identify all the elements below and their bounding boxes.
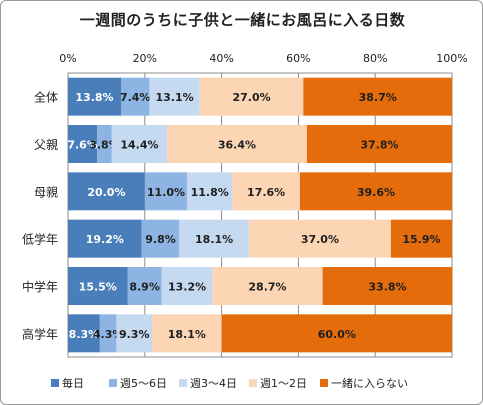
x-tick-label: 0% — [59, 52, 76, 65]
x-tick-label: 40% — [209, 52, 233, 65]
bar-segment — [99, 314, 117, 353]
data-label: 28.7% — [248, 281, 286, 294]
bar-segment — [68, 172, 145, 211]
bar-segment — [68, 125, 98, 163]
data-label: 9.8% — [145, 233, 176, 246]
category-label: 中学年 — [22, 279, 58, 294]
data-label: 8.3% — [69, 328, 100, 341]
data-label: 15.9% — [402, 233, 440, 246]
bar-segment — [187, 172, 233, 211]
legend-swatch — [109, 379, 117, 387]
legend-label: 一緒に入らない — [331, 376, 408, 390]
data-label: 33.8% — [368, 281, 406, 294]
data-label: 4.3% — [93, 328, 124, 341]
data-label: 14.4% — [120, 139, 158, 152]
data-label: 19.2% — [86, 233, 124, 246]
bar-segment — [152, 314, 222, 353]
bar-segment — [179, 219, 249, 258]
data-label: 13.8% — [75, 91, 113, 104]
x-tick-label: 80% — [363, 52, 387, 65]
x-tick-label: 20% — [133, 52, 157, 65]
legend-swatch — [249, 379, 257, 387]
data-label: 20.0% — [87, 186, 125, 199]
bar-segment — [212, 267, 323, 305]
bar-segment — [248, 219, 391, 258]
data-label: 37.8% — [360, 139, 398, 152]
bar-segment — [299, 172, 452, 211]
bar-segment — [390, 219, 452, 258]
data-label: 9.3% — [119, 328, 150, 341]
data-label: 11.8% — [191, 186, 229, 199]
legend-swatch — [320, 379, 328, 387]
chart-title: 一週間のうちに子供と一緒にお風呂に入る日数 — [79, 11, 406, 29]
data-label: 36.4% — [218, 139, 256, 152]
bar-segment — [116, 314, 153, 353]
bar-segment — [149, 77, 200, 116]
bar-segment — [167, 125, 307, 163]
legend-label: 週1～2日 — [260, 377, 307, 390]
bar-segment — [120, 77, 150, 116]
category-label: 低学年 — [22, 232, 58, 247]
bar-segment — [111, 125, 168, 163]
data-label: 27.0% — [232, 91, 270, 104]
data-label: 13.2% — [168, 281, 206, 294]
data-label: 7.4% — [120, 91, 151, 104]
bar-segment — [68, 77, 121, 116]
data-label: 8.9% — [129, 281, 160, 294]
data-label: 7.6% — [67, 139, 98, 152]
category-label: 父親 — [34, 138, 58, 152]
data-label: 38.7% — [359, 91, 397, 104]
bar-segment — [68, 219, 142, 258]
data-label: 18.1% — [195, 233, 233, 246]
x-tick-label: 60% — [286, 52, 310, 65]
category-label: 高学年 — [22, 326, 58, 341]
bar-segment — [303, 77, 452, 116]
legend-label: 毎日 — [62, 377, 84, 390]
data-label: 15.5% — [79, 281, 117, 294]
data-label: 17.6% — [247, 186, 285, 199]
bar-segment — [232, 172, 300, 211]
bar-segment — [306, 125, 452, 163]
x-tick-label: 100% — [436, 52, 467, 65]
plot-border — [67, 72, 453, 358]
category-label: 全体 — [34, 90, 58, 105]
data-label: 60.0% — [318, 328, 356, 341]
data-label: 39.6% — [357, 186, 395, 199]
bar-segment — [161, 267, 213, 305]
plot-area — [68, 73, 452, 357]
bar-segment — [221, 314, 452, 353]
bar-segment — [68, 267, 128, 305]
data-label: 11.0% — [147, 186, 185, 199]
legend-swatch — [51, 379, 59, 387]
bar-segment — [144, 172, 188, 211]
data-label: 13.1% — [155, 91, 193, 104]
bar-segment — [199, 77, 304, 116]
bar-segment — [97, 125, 112, 163]
bar-segment — [322, 267, 453, 305]
bar-segment — [141, 219, 180, 258]
legend-swatch — [179, 379, 187, 387]
data-label: 37.0% — [301, 233, 339, 246]
category-label: 母親 — [34, 185, 58, 199]
data-label: 18.1% — [168, 328, 206, 341]
legend-label: 週5～6日 — [120, 377, 167, 390]
bar-segment — [68, 314, 100, 353]
bar-segment — [127, 267, 162, 305]
legend-label: 週3～4日 — [190, 377, 237, 390]
